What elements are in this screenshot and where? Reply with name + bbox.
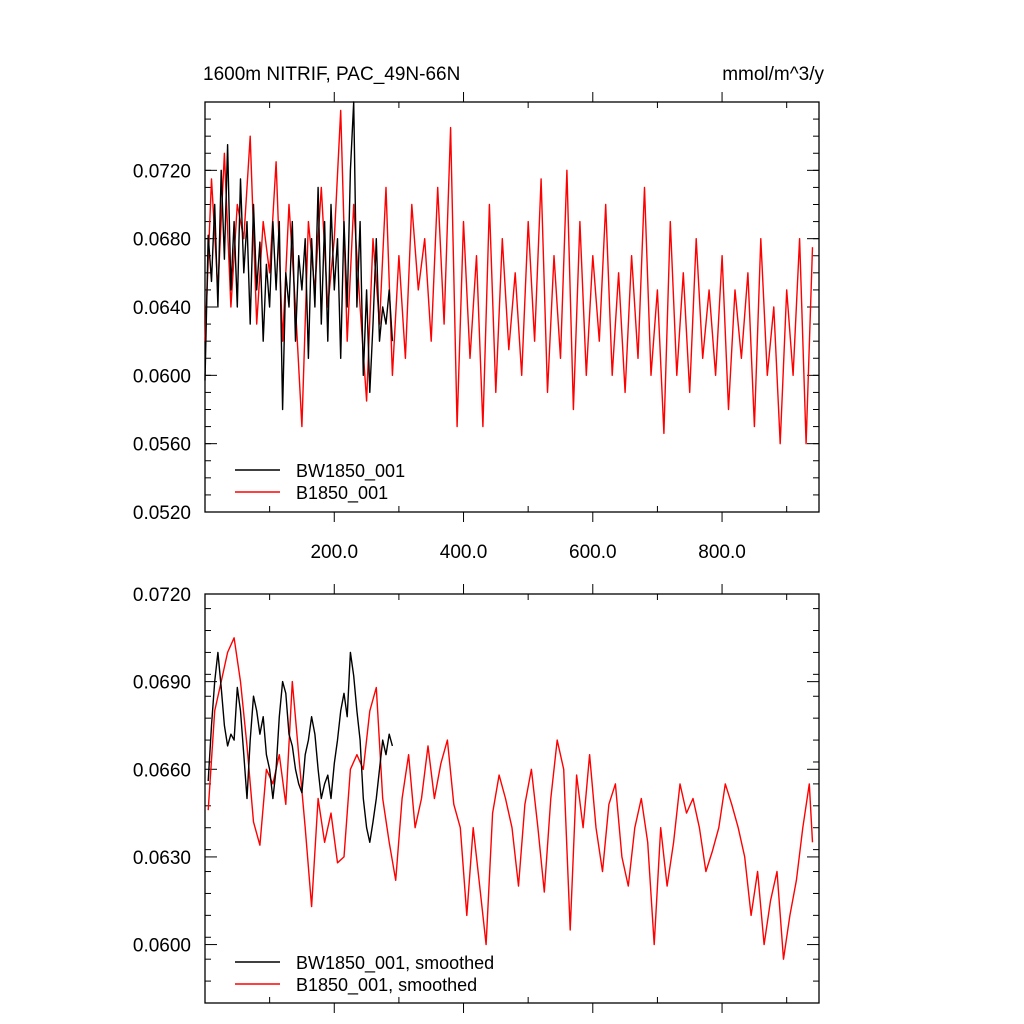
- x-tick-label: 600.0: [569, 542, 617, 563]
- x-tick-label: 200.0: [310, 542, 358, 563]
- top-series-lines: [204, 101, 814, 445]
- y-tick-label: 0.0680: [133, 230, 191, 251]
- x-tick-label: 400.0: [440, 542, 488, 563]
- y-tick-label: 0.0520: [133, 503, 191, 524]
- bottom-panel: 0.0600 0.0630 0.0660 0.0690 0.0720 BW1850_00…: [133, 584, 820, 1013]
- y-tick-label: 0.0600: [133, 366, 191, 387]
- y-tick-label: 0.0600: [133, 936, 191, 957]
- series-line-b1850-001: [204, 109, 814, 445]
- bottom-plot-frame: [204, 593, 820, 1004]
- y-tick-label: 0.0640: [133, 298, 191, 319]
- series-line-bw1850-001-smoothed: [207, 651, 394, 843]
- series-line-b1850-001-smoothed: [207, 637, 814, 960]
- top-axis-tick-labels: 0.0520 0.0560 0.0600 0.0640 0.0680 0.0720 200.…: [133, 161, 746, 563]
- y-tick-label: 0.0690: [133, 673, 191, 694]
- legend-label: B1850_001, smoothed: [296, 975, 477, 996]
- top-axis-ticks: [205, 92, 819, 522]
- y-tick-label: 0.0720: [133, 161, 191, 182]
- legend-label: BW1850_001: [296, 461, 405, 482]
- legend-label: B1850_001: [296, 483, 388, 504]
- y-tick-label: 0.0720: [133, 585, 191, 606]
- legend-label: BW1850_001, smoothed: [296, 953, 494, 974]
- bottom-axis-tick-labels: 0.0600 0.0630 0.0660 0.0690 0.0720: [133, 585, 191, 957]
- top-panel: 0.0520 0.0560 0.0600 0.0640 0.0680 0.0720 200.…: [133, 92, 820, 563]
- series-line-bw1850-001: [204, 101, 394, 411]
- x-tick-label: 800.0: [698, 542, 746, 563]
- y-tick-label: 0.0630: [133, 848, 191, 869]
- bottom-axis-ticks: [205, 584, 819, 1013]
- units-label: mmol/m^3/y: [722, 64, 824, 85]
- chart-title: 1600m NITRIF, PAC_49N-66N: [203, 64, 461, 85]
- bottom-series-lines: [207, 637, 814, 960]
- y-tick-label: 0.0660: [133, 760, 191, 781]
- y-tick-label: 0.0560: [133, 435, 191, 456]
